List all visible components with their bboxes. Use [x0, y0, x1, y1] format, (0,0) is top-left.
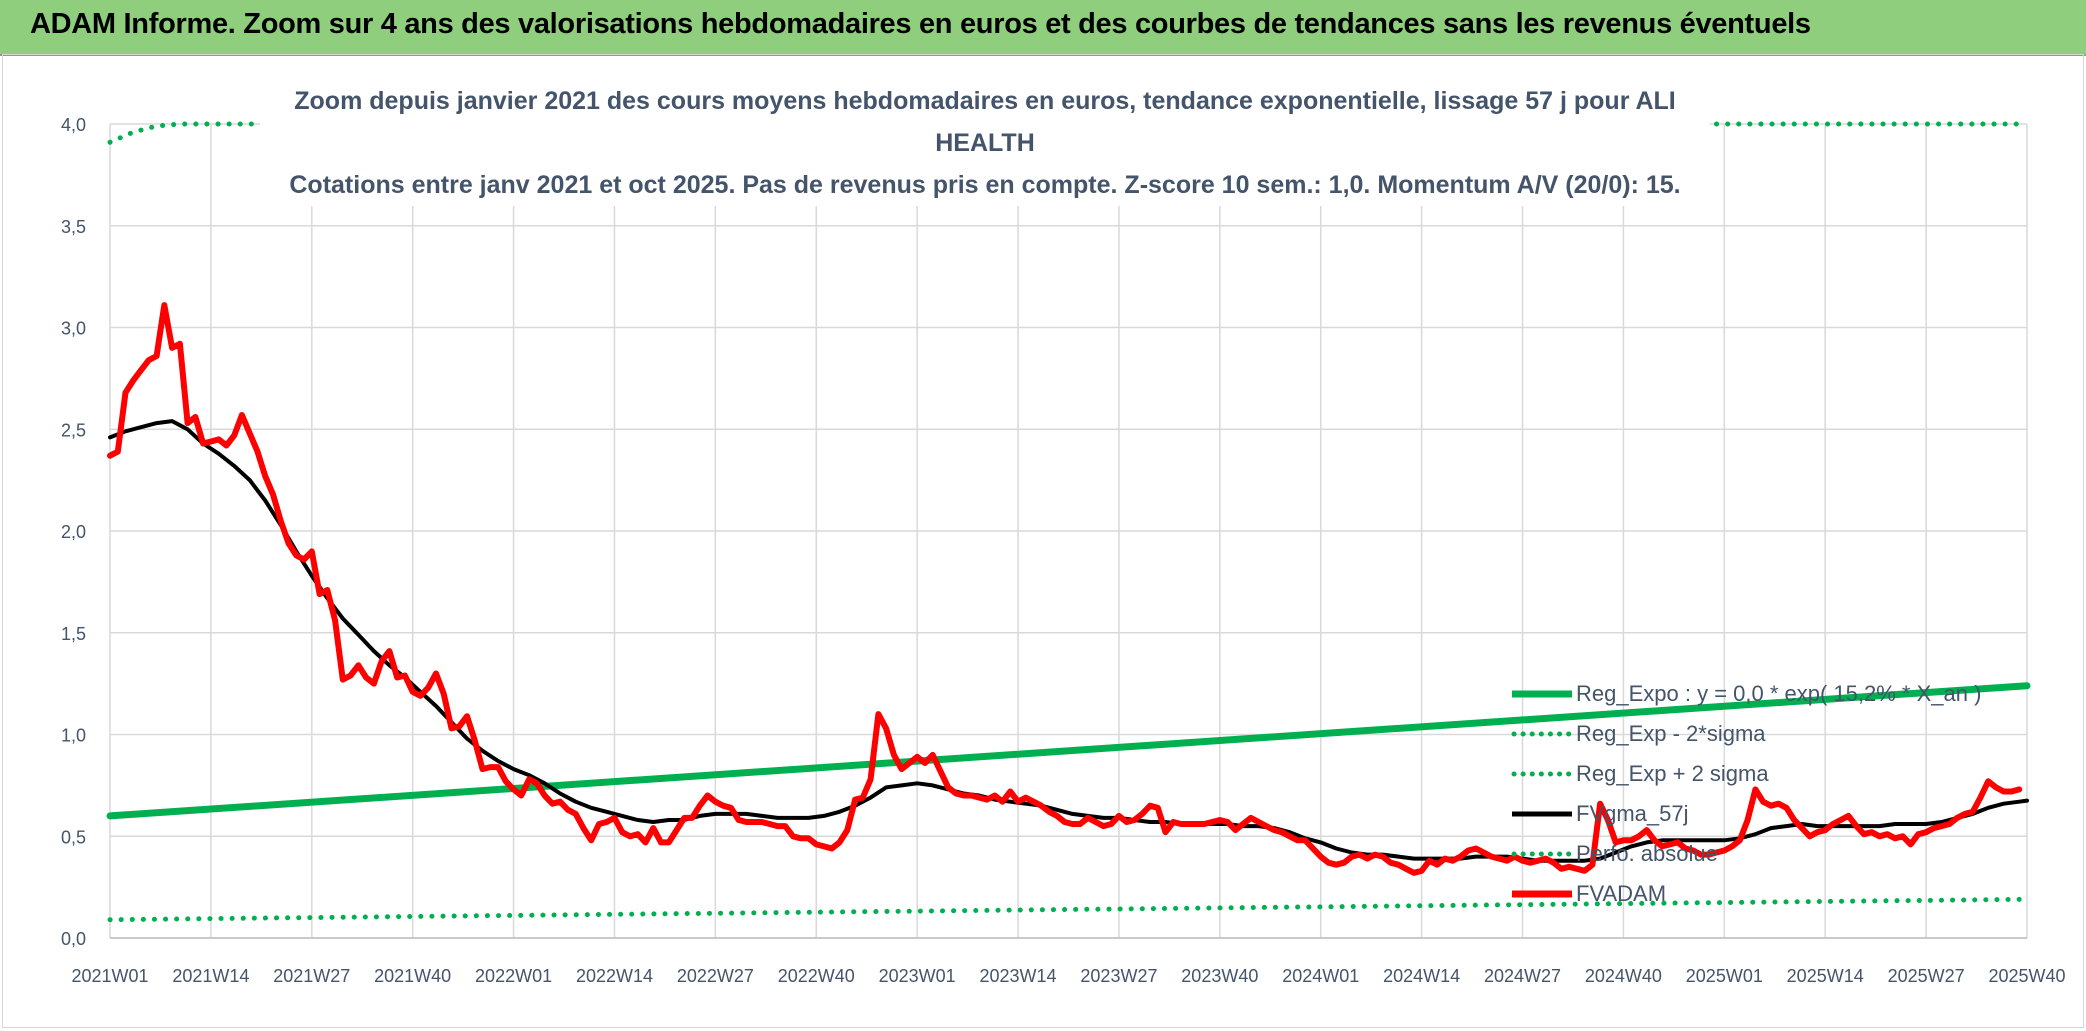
gridlines	[109, 123, 2028, 939]
x-tick-label: 2021W27	[273, 966, 350, 986]
legend-entry-reg-exp-plus: Reg_Exp + 2 sigma	[1510, 756, 2010, 796]
chart-title: Zoom depuis janvier 2021 des cours moyen…	[294, 87, 1676, 157]
chart-frame	[2, 54, 2084, 1028]
x-tick-label: 2024W14	[1383, 966, 1460, 986]
x-tick-label: 2024W01	[1282, 966, 1359, 986]
chart-subtitle: Cotations entre janv 2021 et oct 2025. P…	[289, 171, 1681, 199]
legend-entry-perfo-absolue: Perfo. absolue	[1510, 836, 2010, 876]
legend-swatch-solid-red	[1512, 890, 1572, 898]
title-banner: ADAM Informe. Zoom sur 4 ans des valoris…	[0, 0, 2086, 56]
legend-label: Reg_Exp + 2 sigma	[1576, 761, 1769, 786]
y-tick-label: 1,5	[61, 624, 86, 644]
x-tick-label: 2022W40	[778, 966, 855, 986]
legend-entry-reg-expo: Reg_Expo : y = 0,0 * exp( 15,2% * X_an )	[1510, 676, 2010, 716]
legend-label: FVADAM	[1576, 881, 1667, 906]
page-title: ADAM Informe. Zoom sur 4 ans des valoris…	[30, 8, 1811, 40]
y-tick-label: 3,5	[61, 217, 86, 237]
y-tick-label: 1,0	[61, 726, 86, 746]
y-tick-label: 2,5	[61, 420, 86, 440]
x-tick-label: 2022W14	[576, 966, 653, 986]
legend: Reg_Expo : y = 0,0 * exp( 15,2% * X_an )…	[1510, 676, 2010, 916]
x-tick-label: 2023W01	[879, 966, 956, 986]
y-tick-label: 3,0	[61, 319, 86, 339]
legend-swatch-dotted-green	[1511, 731, 1574, 737]
x-tick-label: 2024W40	[1585, 966, 1662, 986]
legend-swatch-dotted-green	[1511, 771, 1574, 777]
fvgma-57j-line	[108, 419, 2029, 863]
legend-swatch-dotted-green	[1511, 851, 1574, 857]
y-tick-label: 0,5	[61, 827, 86, 847]
x-tick-label: 2025W14	[1787, 966, 1864, 986]
x-axis: 2021W01 2021W14 2021W27 2021W40 2022W01 2022W…	[71, 966, 2065, 986]
y-tick-label: 4,0	[61, 115, 86, 135]
x-tick-label: 2023W40	[1181, 966, 1258, 986]
legend-swatch-solid-black	[1512, 811, 1572, 817]
y-tick-label: 0,0	[61, 929, 86, 949]
x-tick-label: 2022W01	[475, 966, 552, 986]
legend-label: Reg_Exp - 2*sigma	[1576, 721, 1766, 746]
x-tick-label: 2025W27	[1888, 966, 1965, 986]
chart-title-block: Zoom depuis janvier 2021 des cours moyen…	[260, 80, 1710, 206]
y-axis: 0,0 0,5 1,0 1,5 2,0 2,5 3,0 3,5 4,0	[61, 115, 86, 949]
legend-label: FVgma_57j	[1576, 801, 1689, 826]
y-tick-label: 2,0	[61, 522, 86, 542]
x-tick-label: 2025W01	[1686, 966, 1763, 986]
x-tick-label: 2021W01	[71, 966, 148, 986]
legend-label: Reg_Expo : y = 0,0 * exp( 15,2% * X_an )	[1576, 681, 1982, 706]
reg-exp-minus-2sigma-line	[107, 896, 2030, 923]
reg-expo-line	[106, 682, 2031, 820]
legend-label: Perfo. absolue	[1576, 841, 1718, 866]
legend-entry-reg-exp-minus: Reg_Exp - 2*sigma	[1510, 716, 2010, 756]
x-tick-label: 2023W14	[980, 966, 1057, 986]
legend-entry-fvgma: FVgma_57j	[1510, 796, 2010, 836]
legend-entry-fvadam: FVADAM	[1510, 876, 2010, 916]
x-tick-label: 2021W40	[374, 966, 451, 986]
x-tick-label: 2024W27	[1484, 966, 1561, 986]
x-tick-label: 2023W27	[1080, 966, 1157, 986]
legend-swatch-solid-green	[1512, 690, 1572, 698]
x-tick-label: 2022W27	[677, 966, 754, 986]
fvadam-line	[107, 302, 2023, 876]
x-tick-label: 2021W14	[172, 966, 249, 986]
x-tick-label: 2025W40	[1988, 966, 2065, 986]
